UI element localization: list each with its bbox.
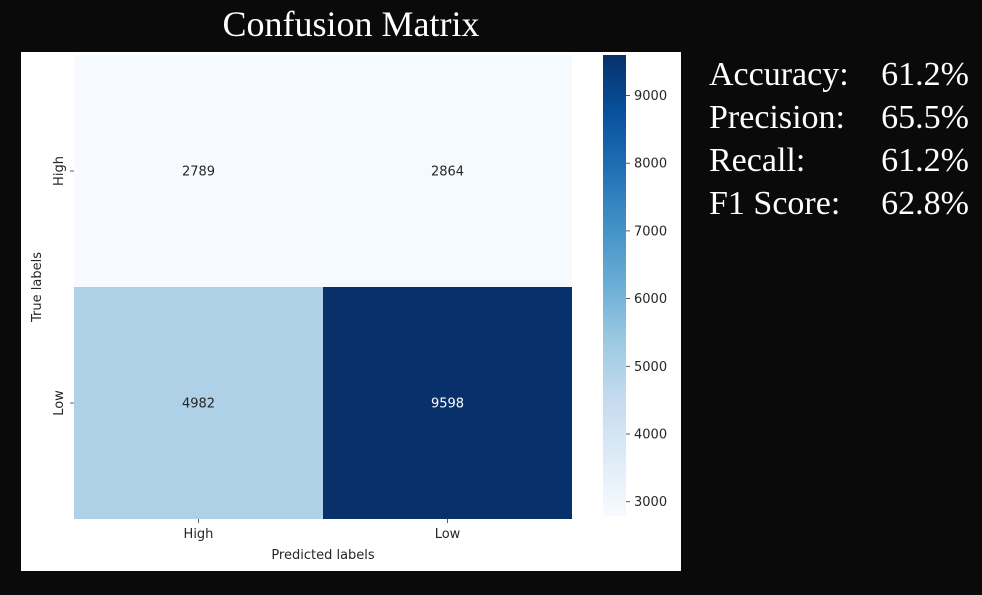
- x-tick-label: Low: [435, 527, 461, 542]
- metric-value: 61.2%: [881, 56, 969, 93]
- metric-row: Precision: 65.5%: [709, 99, 969, 142]
- metrics-panel: Accuracy: 61.2% Precision: 65.5% Recall: 61.2…: [709, 56, 969, 228]
- y-axis-label: True labels: [30, 252, 45, 323]
- metric-row: F1 Score: 62.8%: [709, 185, 969, 228]
- metric-value: 62.8%: [881, 185, 969, 222]
- chart-panel: 2789 2864 4982 9598 High Low High Low Predicted…: [21, 52, 681, 571]
- y-tick-label: High: [52, 156, 67, 186]
- metric-label: F1 Score:: [709, 185, 841, 222]
- colorbar-tick-label: 8000: [634, 157, 667, 172]
- x-axis-label: Predicted labels: [271, 548, 375, 563]
- cell-value-label: 9598: [431, 397, 464, 412]
- cell-value-label: 4982: [182, 397, 215, 412]
- colorbar-tick-label: 3000: [634, 495, 667, 510]
- colorbar-tick-label: 6000: [634, 292, 667, 307]
- x-tick-label: High: [184, 527, 214, 542]
- colorbar-tick-label: 9000: [634, 89, 667, 104]
- cell-value-label: 2789: [182, 165, 215, 180]
- heatmap-cell: [323, 55, 572, 287]
- colorbar-tick-label: 4000: [634, 428, 667, 443]
- heatmap-cell: [74, 287, 323, 519]
- metric-label: Precision:: [709, 99, 845, 136]
- metric-label: Recall:: [709, 142, 806, 179]
- confusion-matrix-heatmap: 2789 2864 4982 9598 High Low High Low Predicted…: [30, 55, 667, 563]
- colorbar: [603, 55, 626, 516]
- cell-value-label: 2864: [431, 165, 464, 180]
- colorbar-tick-label: 7000: [634, 224, 667, 239]
- metric-row: Recall: 61.2%: [709, 142, 969, 185]
- metric-row: Accuracy: 61.2%: [709, 56, 969, 99]
- metric-value: 61.2%: [881, 142, 969, 179]
- heatmap-cell: [74, 55, 323, 287]
- y-tick-label: Low: [52, 390, 67, 416]
- heatmap-cell: [323, 287, 572, 519]
- colorbar-tick-label: 5000: [634, 360, 667, 375]
- chart-title: Confusion Matrix: [222, 4, 480, 44]
- metric-value: 65.5%: [881, 99, 969, 136]
- metric-label: Accuracy:: [709, 56, 849, 93]
